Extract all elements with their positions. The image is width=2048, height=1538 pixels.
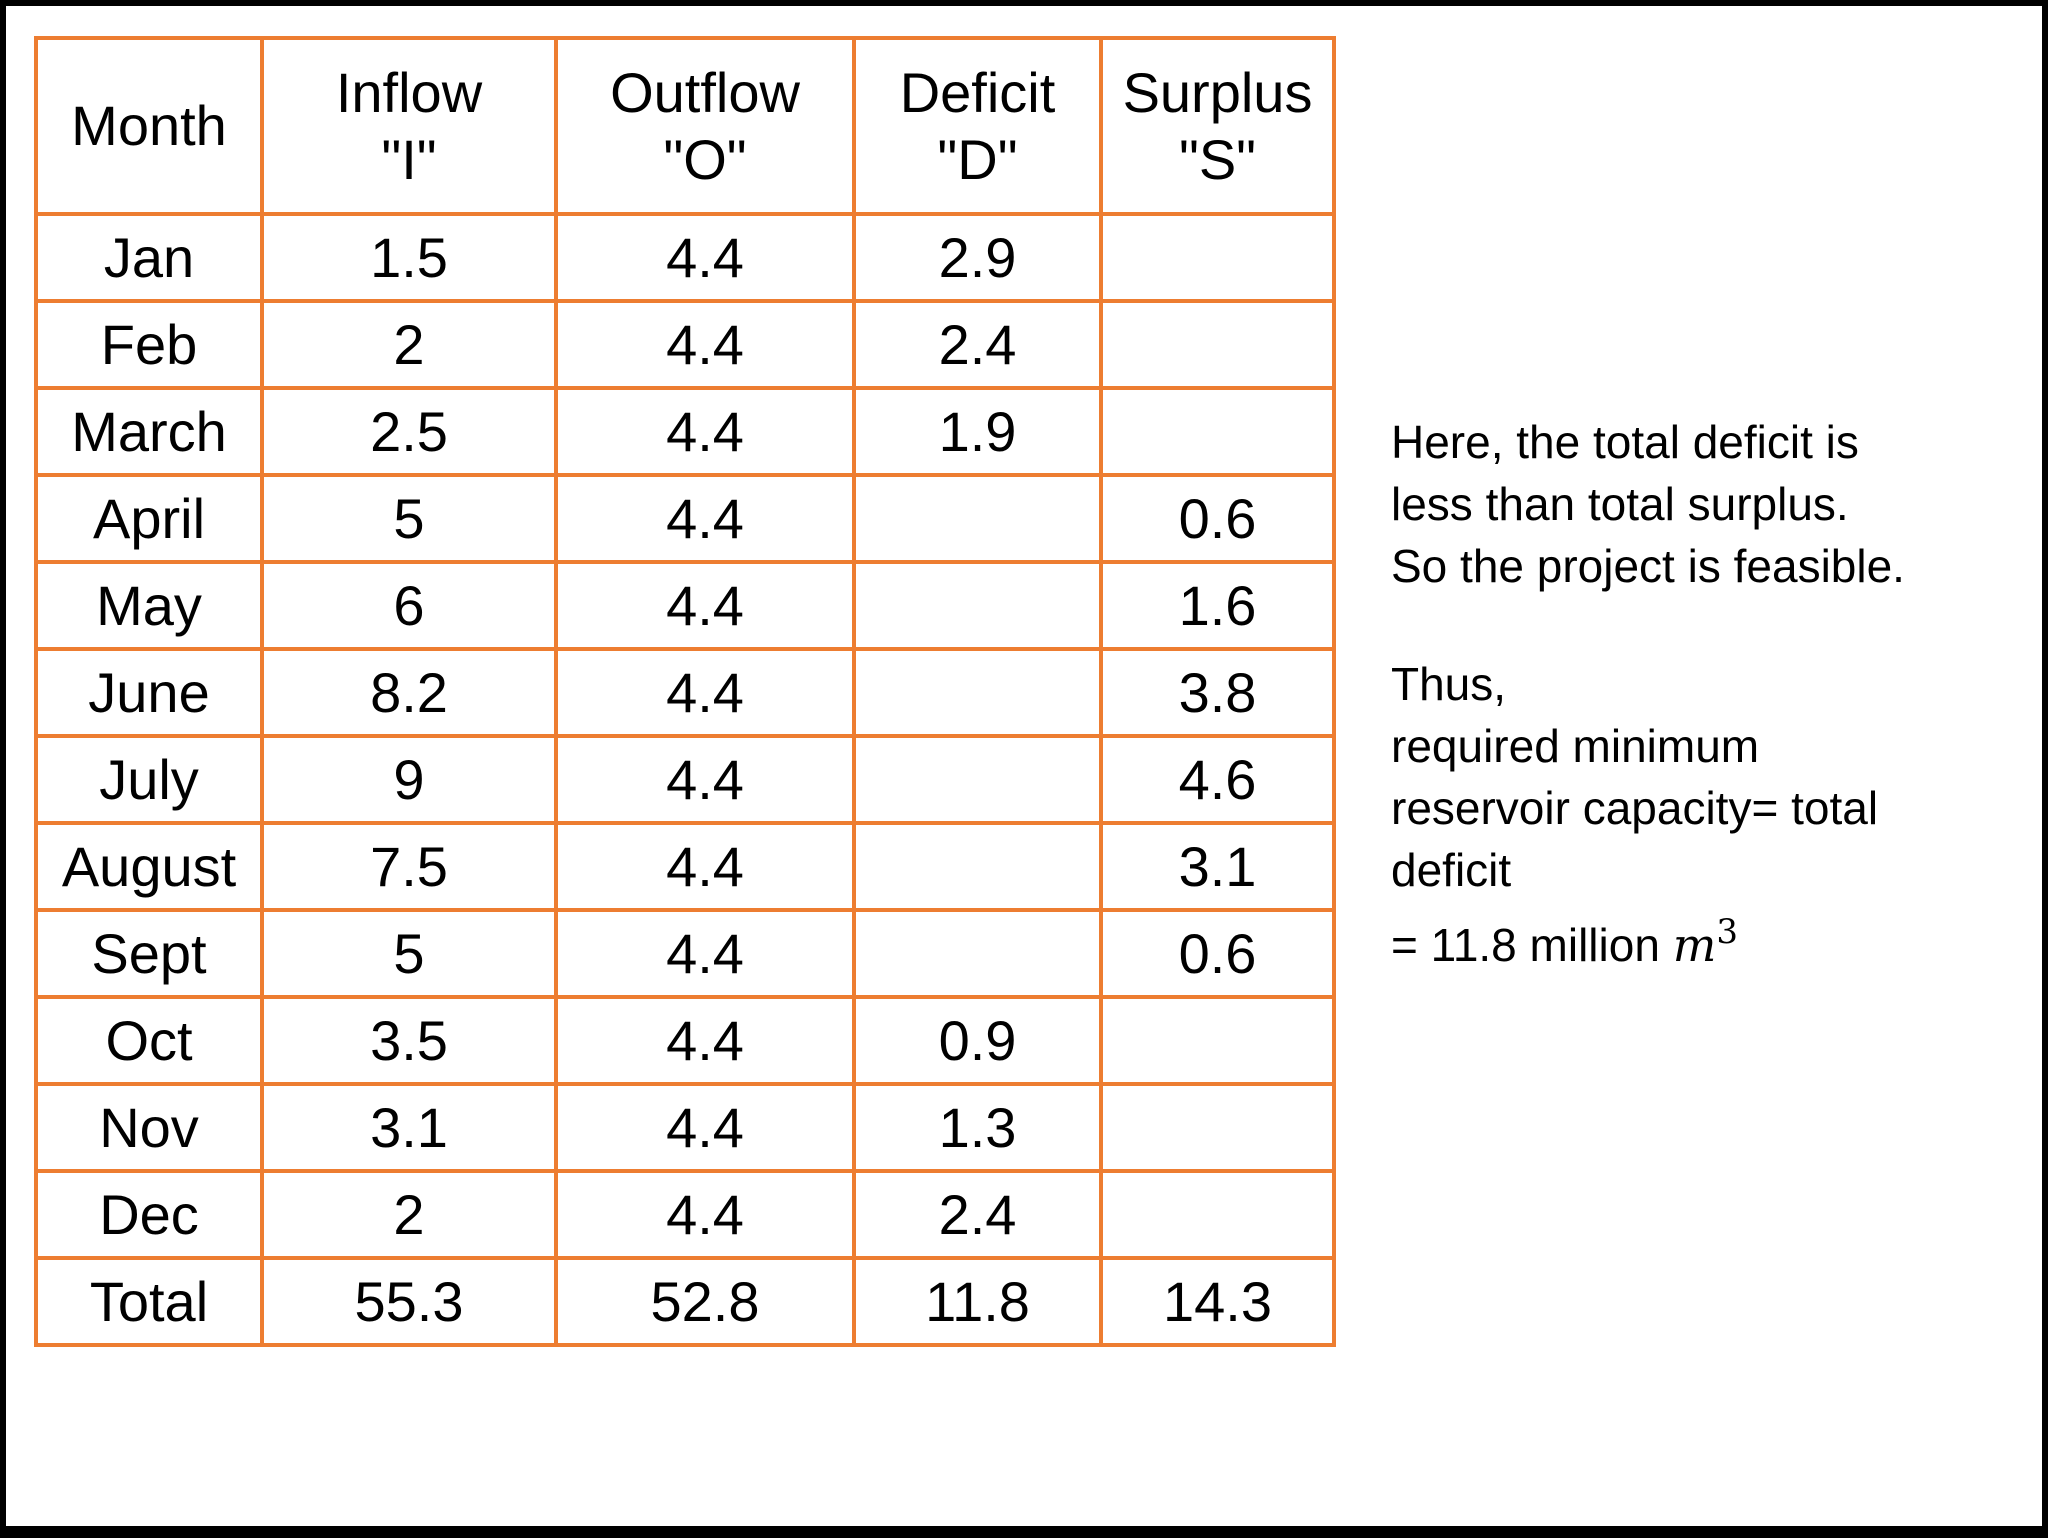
total-outflow: 52.8	[554, 1256, 856, 1347]
cell-surplus	[1099, 299, 1336, 390]
table-row: Jan 1.5 4.4 2.9	[34, 212, 1336, 303]
note-line: So the project is feasible.	[1391, 540, 1905, 592]
cell-month: July	[34, 734, 264, 825]
reservoir-table: Month Inflow "I" Outflow "O" Deficit "D"…	[34, 36, 1336, 1347]
cell-outflow: 4.4	[554, 212, 856, 303]
header-month: Month	[34, 36, 264, 216]
header-deficit: Deficit "D"	[852, 36, 1103, 216]
cell-deficit	[852, 647, 1103, 738]
cell-month: March	[34, 386, 264, 477]
total-surplus: 14.3	[1099, 1256, 1336, 1347]
note-line: required minimum	[1391, 720, 1760, 772]
cell-outflow: 4.4	[554, 1082, 856, 1173]
cell-inflow: 2.5	[260, 386, 558, 477]
cell-inflow: 5	[260, 473, 558, 564]
cell-outflow: 4.4	[554, 995, 856, 1086]
cell-month: Nov	[34, 1082, 264, 1173]
table-row: April 5 4.4 0.6	[34, 473, 1336, 564]
total-deficit: 11.8	[852, 1256, 1103, 1347]
cell-surplus: 1.6	[1099, 560, 1336, 651]
cell-inflow: 3.5	[260, 995, 558, 1086]
table-row: May 6 4.4 1.6	[34, 560, 1336, 651]
table-row: March 2.5 4.4 1.9	[34, 386, 1336, 477]
total-inflow: 55.3	[260, 1256, 558, 1347]
cell-inflow: 5	[260, 908, 558, 999]
cell-inflow: 2	[260, 1169, 558, 1260]
cell-month: Oct	[34, 995, 264, 1086]
cell-surplus	[1099, 1082, 1336, 1173]
cell-surplus	[1099, 995, 1336, 1086]
cell-surplus	[1099, 1169, 1336, 1260]
table-row: Nov 3.1 4.4 1.3	[34, 1082, 1336, 1173]
cell-deficit: 1.3	[852, 1082, 1103, 1173]
cell-deficit	[852, 473, 1103, 564]
cell-outflow: 4.4	[554, 647, 856, 738]
cell-inflow: 1.5	[260, 212, 558, 303]
cell-surplus: 0.6	[1099, 908, 1336, 999]
cell-month: April	[34, 473, 264, 564]
header-row: Month Inflow "I" Outflow "O" Deficit "D"…	[34, 36, 1336, 216]
header-inflow: Inflow "I"	[260, 36, 558, 216]
note-line: less than total surplus.	[1391, 478, 1849, 530]
total-label: Total	[34, 1256, 264, 1347]
cell-outflow: 4.4	[554, 821, 856, 912]
total-row: Total 55.3 52.8 11.8 14.3	[34, 1256, 1336, 1347]
cell-deficit	[852, 821, 1103, 912]
cell-surplus: 3.1	[1099, 821, 1336, 912]
cell-surplus	[1099, 386, 1336, 477]
table-row: July 9 4.4 4.6	[34, 734, 1336, 825]
cell-month: Dec	[34, 1169, 264, 1260]
cell-outflow: 4.4	[554, 473, 856, 564]
cell-inflow: 8.2	[260, 647, 558, 738]
capacity-result: = 11.8 million m3	[1391, 901, 2031, 976]
cell-deficit: 0.9	[852, 995, 1103, 1086]
cell-month: Feb	[34, 299, 264, 390]
cell-inflow: 3.1	[260, 1082, 558, 1173]
cell-surplus: 0.6	[1099, 473, 1336, 564]
cell-outflow: 4.4	[554, 386, 856, 477]
note-line: Thus,	[1391, 658, 1507, 710]
cell-month: Jan	[34, 212, 264, 303]
table-row: Oct 3.5 4.4 0.9	[34, 995, 1336, 1086]
cell-outflow: 4.4	[554, 908, 856, 999]
cell-month: Sept	[34, 908, 264, 999]
table-row: Feb 2 4.4 2.4	[34, 299, 1336, 390]
cell-deficit: 2.4	[852, 299, 1103, 390]
capacity-value: = 11.8 million	[1391, 919, 1673, 971]
cell-inflow: 7.5	[260, 821, 558, 912]
cell-inflow: 2	[260, 299, 558, 390]
cell-surplus	[1099, 212, 1336, 303]
cell-inflow: 6	[260, 560, 558, 651]
cell-deficit: 2.4	[852, 1169, 1103, 1260]
cell-month: June	[34, 647, 264, 738]
table-row: June 8.2 4.4 3.8	[34, 647, 1336, 738]
note-line: Here, the total deficit is	[1391, 416, 1859, 468]
unit-exponent: 3	[1716, 912, 1738, 952]
cell-deficit	[852, 908, 1103, 999]
cell-surplus: 4.6	[1099, 734, 1336, 825]
cell-outflow: 4.4	[554, 734, 856, 825]
unit-symbol: m3	[1672, 912, 1738, 972]
slide: Month Inflow "I" Outflow "O" Deficit "D"…	[6, 6, 2042, 1526]
cell-deficit	[852, 734, 1103, 825]
cell-deficit	[852, 560, 1103, 651]
cell-surplus: 3.8	[1099, 647, 1336, 738]
cell-deficit: 1.9	[852, 386, 1103, 477]
table-row: August 7.5 4.4 3.1	[34, 821, 1336, 912]
cell-outflow: 4.4	[554, 1169, 856, 1260]
table-row: Dec 2 4.4 2.4	[34, 1169, 1336, 1260]
conclusion-notes: Here, the total deficit is less than tot…	[1391, 411, 2031, 976]
spacer	[1391, 597, 2031, 653]
note-line: reservoir capacity= total	[1391, 782, 1879, 834]
cell-deficit: 2.9	[852, 212, 1103, 303]
cell-outflow: 4.4	[554, 299, 856, 390]
cell-month: May	[34, 560, 264, 651]
cell-month: August	[34, 821, 264, 912]
cell-outflow: 4.4	[554, 560, 856, 651]
header-surplus: Surplus "S"	[1099, 36, 1336, 216]
note-line: deficit	[1391, 844, 1512, 896]
table-row: Sept 5 4.4 0.6	[34, 908, 1336, 999]
header-outflow: Outflow "O"	[554, 36, 856, 216]
cell-inflow: 9	[260, 734, 558, 825]
